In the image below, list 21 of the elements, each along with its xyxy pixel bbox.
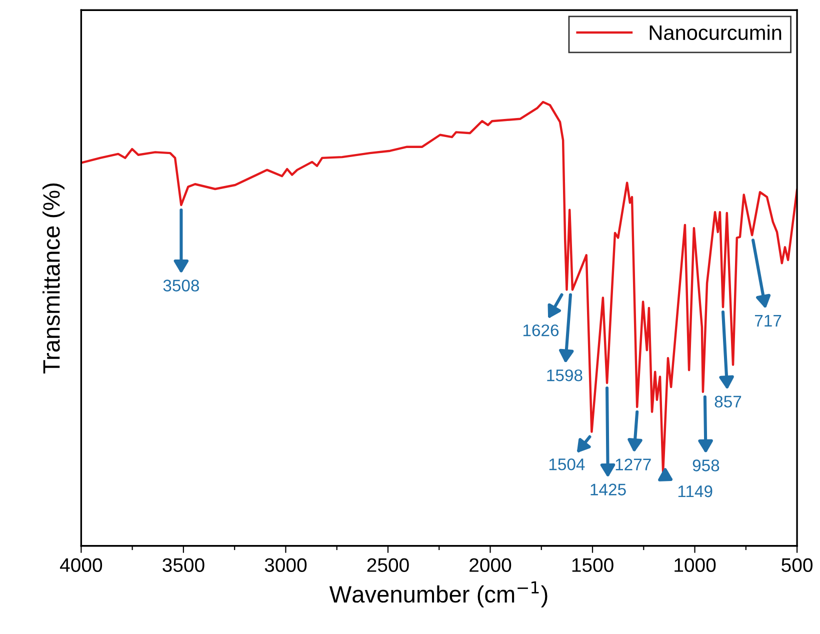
- x-tick-label: 3000: [264, 558, 307, 572]
- annotation: 1598: [547, 369, 582, 382]
- annotation: 958: [692, 460, 720, 472]
- annotation: 857: [714, 396, 742, 408]
- legend-label: Nanocurcumin: [650, 24, 782, 40]
- x-tick-label: 4000: [60, 558, 102, 572]
- annotation: 1149: [678, 485, 712, 498]
- x-tick-label: 1000: [674, 558, 716, 572]
- x-axis-title: Wavenumber (cm$^{−1}$): [329, 581, 548, 608]
- x-tick-label: 2500: [367, 558, 409, 572]
- annotation: 717: [754, 315, 782, 326]
- annotation: 1277: [616, 458, 651, 470]
- annotation: 3508: [163, 280, 200, 292]
- annotation: 1504: [549, 458, 585, 470]
- x-tick-label: 2000: [470, 558, 512, 572]
- y-axis-title: Transmittance (%): [42, 183, 64, 374]
- x-tick-label: 1500: [572, 558, 614, 572]
- x-tick-label: 3500: [162, 558, 204, 572]
- annotation: 1425: [590, 484, 626, 496]
- annotation: 1626: [523, 324, 559, 336]
- x-tick-label: 500: [782, 558, 812, 572]
